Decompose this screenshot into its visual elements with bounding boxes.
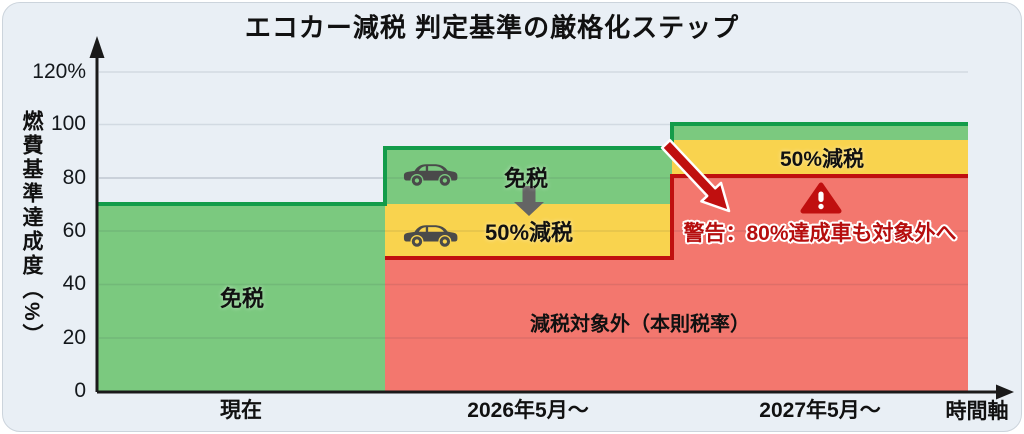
x-axis-arrow-icon [996,384,1014,400]
y-axis-title: 燃費基準達成度（%） [20,110,43,348]
x-label-2027: 2027年5月〜 [759,399,881,422]
y-tick-100: 100 [50,112,86,135]
y-axis [89,36,105,392]
label-excluded: 減税対象外（本則税率） [530,313,750,336]
band-2027-exempt [672,124,968,140]
y-tick-0: 0 [74,379,86,402]
warning-icon [800,182,842,214]
x-label-2026: 2026年5月〜 [467,399,589,422]
x-label-now: 現在 [220,399,262,422]
band-2027-half [672,140,968,176]
x-axis [97,384,1014,400]
y-tick-80: 80 [62,166,86,189]
y-tick-60: 60 [62,219,86,242]
excluded-threshold-step-line [385,174,968,260]
exempt-threshold-step-line [97,122,968,206]
down-arrow-icon [514,186,544,216]
y-tick-40: 40 [62,272,86,295]
label-2027-half: 50%減税 [779,148,865,171]
label-warning: 警告：80%達成車も対象外へ [683,222,957,245]
y-tick-20: 20 [62,326,86,349]
x-axis-title: 時間軸 [945,400,1009,423]
downgrade-arrow-icon [660,138,731,213]
label-2026-half: 50%減税 [484,220,574,245]
label-now-exempt: 免税 [219,286,265,311]
label-2026-exempt: 免税 [503,166,549,191]
band-2026-excluded [385,258,672,392]
chart-title: エコカー減税 判定基準の厳格化ステップ [244,12,740,43]
y-tick-120: 120% [32,60,86,83]
band-now-exempt [97,204,385,392]
y-axis-arrow-icon [89,36,105,58]
